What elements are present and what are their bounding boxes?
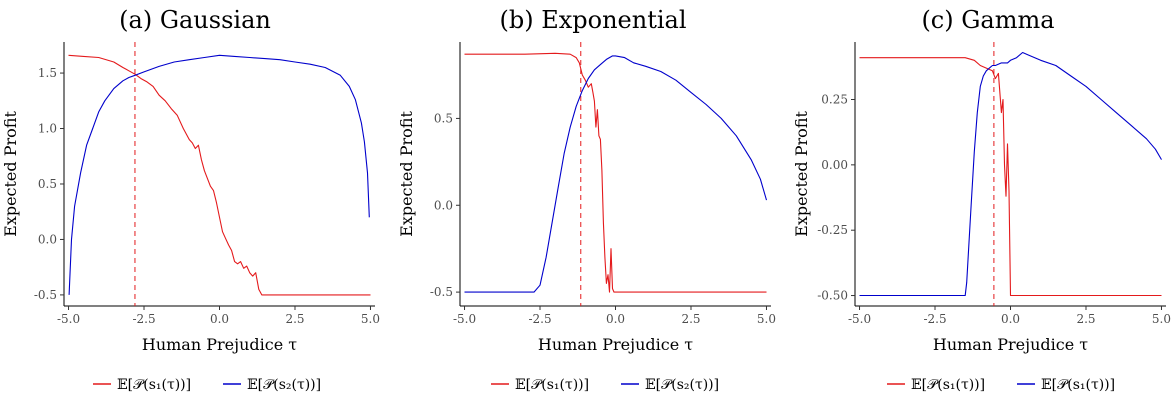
legend: 𝔼[𝒫(s₁(τ))] 𝔼[𝒫(s₂(τ))] — [491, 377, 719, 393]
x-tick-label: -5.0 — [848, 312, 871, 326]
x-tick-label: 0.0 — [1001, 312, 1020, 326]
series-line-2 — [464, 55, 768, 293]
x-tick-label: -5.0 — [57, 312, 80, 326]
y-tick-label: 1.0 — [38, 122, 57, 136]
x-tick-label: 5.0 — [1152, 312, 1171, 326]
y-tick-label: 0.5 — [434, 111, 453, 125]
y-tick-label: 0.0 — [38, 232, 57, 246]
x-tick-label: 5.0 — [757, 312, 776, 326]
panel-gamma: (c) Gamma -5.0 -2.5 0.0 2.5 5.0 -0.50 -0.25 0.00… — [792, 6, 1171, 393]
x-tick-label: -5.0 — [453, 312, 476, 326]
y-tick-label: -0.50 — [817, 289, 848, 303]
legend: 𝔼[𝒫(s₁(τ))] 𝔼[𝒫(s₂(τ))] — [93, 377, 321, 393]
y-tick-label: 0.00 — [821, 158, 848, 172]
y-tick-label: 0.25 — [821, 93, 848, 107]
x-tick-label: 2.5 — [681, 312, 700, 326]
series-line-2 — [68, 54, 370, 295]
x-tick-label: -2.5 — [132, 312, 155, 326]
legend-label-2: 𝔼[𝒫(s₁(τ))] — [1041, 377, 1115, 393]
legend-label-2: 𝔼[𝒫(s₂(τ))] — [645, 377, 719, 393]
x-tick-label: 5.0 — [361, 312, 380, 326]
y-tick-label: 0.5 — [38, 177, 57, 191]
series-line-2 — [859, 51, 1162, 297]
x-tick-label: -2.5 — [923, 312, 946, 326]
legend-label-2: 𝔼[𝒫(s₂(τ))] — [247, 377, 321, 393]
series-line-1 — [464, 52, 767, 293]
x-axis-title: Human Prejudice τ — [538, 335, 693, 354]
panel-exponential: (b) Exponential -5.0 -2.5 0.0 2.5 5.0 -0.5 0.0 0… — [397, 6, 776, 393]
y-tick-label: 0.0 — [434, 198, 453, 212]
series-line-1 — [859, 57, 1162, 297]
y-tick-label: -0.25 — [817, 223, 848, 237]
y-axis-title: Expected Profit — [792, 111, 811, 237]
y-axis-title: Expected Profit — [397, 111, 416, 237]
legend-label-1: 𝔼[𝒫(s₁(τ))] — [117, 377, 191, 393]
x-tick-label: 0.0 — [210, 312, 229, 326]
y-tick-label: -0.5 — [430, 285, 453, 299]
legend-label-1: 𝔼[𝒫(s₁(τ))] — [515, 377, 589, 393]
legend-label-1: 𝔼[𝒫(s₁(τ))] — [911, 377, 985, 393]
panel-title: (b) Exponential — [499, 6, 686, 34]
series-line-1 — [68, 54, 371, 296]
y-axis-title: Expected Profit — [1, 111, 20, 237]
legend: 𝔼[𝒫(s₁(τ))] 𝔼[𝒫(s₁(τ))] — [887, 377, 1115, 393]
x-tick-label: 2.5 — [1076, 312, 1095, 326]
x-tick-label: 2.5 — [285, 312, 304, 326]
x-axis-title: Human Prejudice τ — [142, 335, 297, 354]
panel-title: (c) Gamma — [921, 6, 1054, 34]
y-tick-label: 1.5 — [38, 66, 57, 80]
y-tick-label: -0.5 — [34, 288, 57, 302]
panel-title: (a) Gaussian — [119, 6, 271, 34]
x-tick-label: -2.5 — [528, 312, 551, 326]
panel-gaussian: (a) Gaussian -5.0 -2.5 0.0 2.5 5.0 -0.5 0.0 0.5 1… — [1, 6, 380, 393]
x-tick-label: 0.0 — [606, 312, 625, 326]
x-axis-title: Human Prejudice τ — [933, 335, 1088, 354]
